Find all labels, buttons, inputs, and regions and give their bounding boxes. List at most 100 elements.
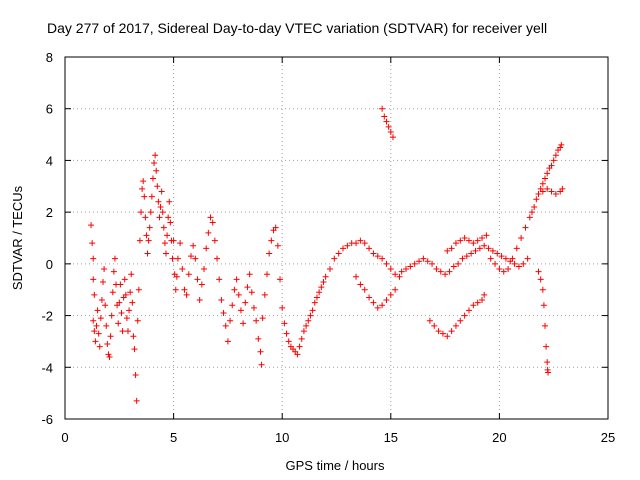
data-point [435,328,442,335]
data-point [173,273,180,280]
data-point [344,242,351,249]
data-point [134,317,141,324]
data-point [379,255,386,262]
data-point [190,242,197,249]
data-point [259,315,266,322]
data-points [88,105,566,404]
data-point [152,152,159,159]
data-point [218,297,225,304]
data-point [387,266,394,273]
data-point [131,346,138,353]
data-point [370,250,377,257]
data-point [185,271,192,278]
data-point [444,247,451,254]
data-point [455,260,462,267]
data-point [123,315,130,322]
data-point [235,291,242,298]
data-point [457,317,464,324]
data-point [533,196,540,203]
data-point [115,320,122,327]
data-point [266,250,273,257]
data-point [201,266,208,273]
y-tick-label: -2 [41,309,53,324]
data-point [162,250,169,257]
data-point [426,317,433,324]
data-point [143,232,150,239]
data-point [192,255,199,262]
data-point [379,105,386,112]
data-point [498,253,505,260]
data-point [257,348,264,355]
data-point [174,255,181,262]
data-point [277,276,284,283]
data-point [244,284,251,291]
data-point [203,245,210,252]
data-point [398,268,405,275]
data-point [172,286,179,293]
data-point [416,258,423,265]
data-point [155,198,162,205]
x-tick-label: 25 [601,430,615,445]
data-point [90,255,97,262]
data-point [511,260,518,267]
data-point [542,175,549,182]
data-point [331,255,338,262]
data-point [164,232,171,239]
data-point [379,302,386,309]
data-point [198,281,205,288]
y-axis-label: SDTVAR / TECUs [10,185,25,290]
data-point [448,328,455,335]
data-point [524,255,531,262]
data-point [353,273,360,280]
data-point [307,312,314,319]
data-point [279,304,286,311]
data-point [116,299,123,306]
data-point [474,299,481,306]
data-point [229,302,236,309]
data-point [161,240,168,247]
data-point [253,317,260,324]
data-point [194,276,201,283]
data-point [159,209,166,216]
chart-title: Day 277 of 2017, Sidereal Day-to-day VTE… [47,20,547,36]
data-point [470,302,477,309]
data-point [140,178,147,185]
data-point [160,224,167,231]
data-point [93,322,100,329]
data-point [374,304,381,311]
data-point [169,255,176,262]
data-point [88,222,95,229]
data-point [544,359,551,366]
data-point [133,397,140,404]
data-point [90,317,97,324]
data-point [139,185,146,192]
data-point [138,209,145,216]
y-tick-label: 8 [46,50,53,65]
data-point [248,289,255,296]
data-point [224,338,231,345]
data-point [474,237,481,244]
data-point [135,286,142,293]
data-point [539,188,546,195]
data-point [496,266,503,273]
data-point [132,372,139,379]
data-point [146,224,153,231]
data-point [272,224,279,231]
data-point [95,330,102,337]
y-tick-label: 2 [46,205,53,220]
data-point [107,333,114,340]
data-point [105,351,112,358]
data-point [179,266,186,273]
data-point [444,333,451,340]
data-point [357,281,364,288]
data-point [231,286,238,293]
data-point [89,240,96,247]
data-point [148,193,155,200]
data-point [261,291,268,298]
data-point [303,322,310,329]
data-point [96,343,103,350]
data-point [153,167,160,174]
data-point [274,242,281,249]
data-point [158,188,165,195]
